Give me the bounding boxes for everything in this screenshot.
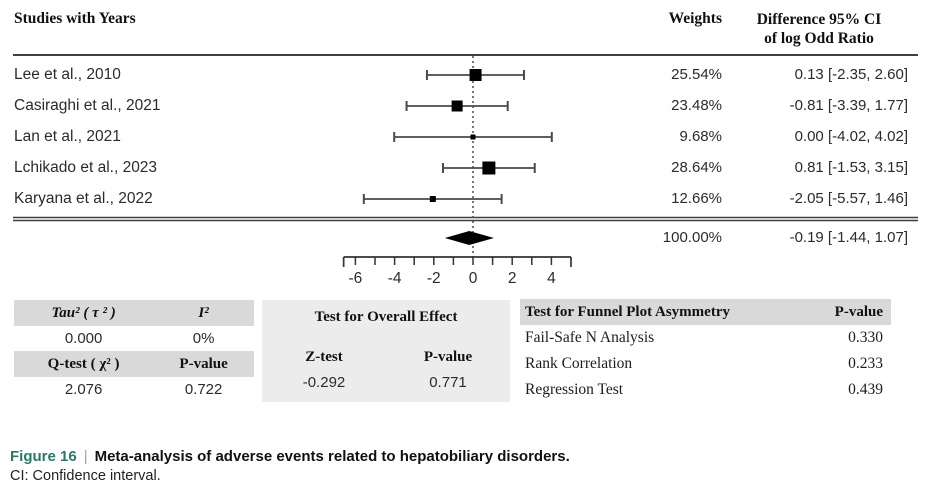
- effect-marker: [429, 196, 436, 202]
- funnel-asymmetry-header-row: Test for Funnel Plot Asymmetry P-value: [520, 299, 891, 325]
- study-difference: -2.05 [-5.57, 1.46]: [789, 190, 908, 207]
- caption-separator: |: [83, 448, 88, 465]
- heterogeneity-header-row: Tau² ( τ ² ) I²: [14, 300, 254, 326]
- study-weight: 12.66%: [671, 190, 722, 207]
- column-header-studies: Studies with Years: [14, 10, 136, 27]
- column-header-difference-line1: Difference 95% CI: [756, 11, 882, 28]
- fail-safe-row: Fail-Safe N Analysis 0.330: [520, 325, 891, 351]
- funnel-asymmetry-title: Test for Funnel Plot Asymmetry: [525, 303, 730, 320]
- x-axis-tick-label: 2: [507, 270, 517, 287]
- tau-squared-header: Tau² ( τ ² ): [51, 304, 116, 321]
- fail-safe-label: Fail-Safe N Analysis: [525, 329, 655, 346]
- study-difference: 0.13 [-2.35, 2.60]: [794, 66, 908, 83]
- i-squared-value: 0%: [192, 330, 215, 347]
- q-test-header-row: Q-test ( χ² ) P-value: [14, 351, 254, 377]
- study-name: Lee et al., 2010: [14, 66, 121, 83]
- figure-number: Figure 16: [10, 448, 77, 465]
- study-difference: 0.00 [-4.02, 4.02]: [794, 128, 908, 145]
- caption-title: Meta-analysis of adverse events related …: [94, 448, 570, 465]
- caption-note: CI: Confidence interval.: [10, 468, 161, 484]
- overall-difference: -0.19 [-1.44, 1.07]: [789, 229, 908, 246]
- study-difference: 0.81 [-1.53, 3.15]: [794, 159, 908, 176]
- rank-correlation-label: Rank Correlation: [525, 355, 633, 372]
- q-test-p-value: 0.722: [184, 381, 223, 398]
- study-weight: 25.54%: [671, 66, 722, 83]
- x-axis-tick-label: -6: [348, 270, 363, 287]
- rank-correlation-p-value: 0.233: [848, 355, 883, 372]
- forest-plot-canvas: [13, 54, 918, 267]
- regression-test-row: Regression Test 0.439: [520, 377, 891, 403]
- effect-marker: [469, 69, 482, 81]
- x-axis-tick-label: -4: [387, 270, 402, 287]
- q-test-value: 2.076: [64, 381, 103, 398]
- q-test-header: Q-test ( χ² ): [47, 355, 120, 372]
- overall-effect-header-row: Z-test P-value: [262, 344, 510, 370]
- rank-correlation-row: Rank Correlation 0.233: [520, 351, 891, 377]
- x-axis-tick-label: -2: [426, 270, 441, 287]
- heterogeneity-value-row: 0.000 0%: [14, 326, 254, 351]
- effect-marker: [482, 161, 496, 175]
- q-test-p-value-header: P-value: [179, 355, 228, 372]
- tau-squared-value: 0.000: [64, 330, 103, 347]
- overall-weight: 100.00%: [662, 229, 722, 246]
- i-squared-header: I²: [198, 304, 209, 321]
- overall-effect-title: Test for Overall Effect: [314, 309, 458, 325]
- study-weight: 28.64%: [671, 159, 722, 176]
- regression-test-p-value: 0.439: [848, 381, 883, 398]
- funnel-asymmetry-table: Test for Funnel Plot Asymmetry P-value F…: [520, 299, 891, 403]
- overall-effect-table: Test for Overall Effect Z-test P-value -…: [262, 300, 510, 402]
- study-weight: 23.48%: [671, 97, 722, 114]
- q-test-value-row: 2.076 0.722: [14, 377, 254, 402]
- z-test-p-value: 0.771: [429, 374, 467, 391]
- study-name: Casiraghi et al., 2021: [14, 97, 161, 114]
- overall-diamond: [444, 231, 494, 245]
- effect-marker: [470, 134, 476, 140]
- z-test-value: -0.292: [302, 374, 346, 391]
- overall-effect-value-row: -0.292 0.771: [262, 370, 510, 395]
- z-test-p-value-header: P-value: [423, 348, 473, 365]
- study-name: Lchikado et al., 2023: [14, 159, 158, 176]
- x-axis-tick-label: 0: [468, 270, 478, 287]
- funnel-p-value-header: P-value: [834, 303, 883, 320]
- effect-marker: [451, 100, 463, 112]
- column-header-weights: Weights: [668, 10, 722, 27]
- regression-test-label: Regression Test: [525, 381, 624, 398]
- column-header-difference-line2: of log Odd Ratio: [764, 30, 874, 47]
- x-axis-tick-label: 4: [547, 270, 556, 287]
- study-name: Lan et al., 2021: [14, 128, 121, 145]
- heterogeneity-table: Tau² ( τ ² ) I² 0.000 0% Q-test ( χ² ) P…: [14, 300, 254, 402]
- study-name: Karyana et al., 2022: [14, 190, 153, 207]
- column-header-difference: Difference 95% CI of log Odd Ratio: [728, 10, 910, 48]
- fail-safe-p-value: 0.330: [848, 329, 883, 346]
- figure-caption: Figure 16 | Meta-analysis of adverse event…: [10, 448, 910, 484]
- study-difference: -0.81 [-3.39, 1.77]: [789, 97, 908, 114]
- z-test-header: Z-test: [305, 348, 343, 365]
- study-weight: 9.68%: [679, 128, 722, 145]
